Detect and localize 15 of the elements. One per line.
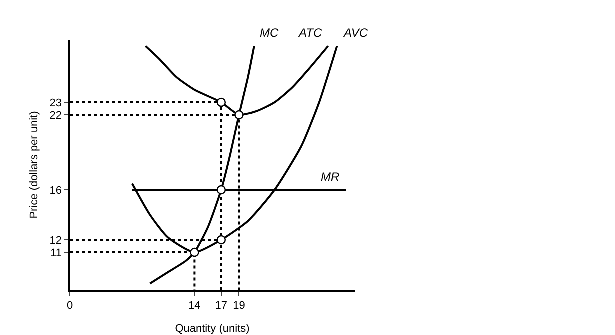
- y-tick-label: 22: [50, 110, 62, 122]
- x-tick-label: 0: [66, 300, 74, 312]
- y-tick-label: 11: [50, 247, 62, 260]
- series-label: ATC: [298, 26, 322, 40]
- x-tick-label: 14: [188, 300, 201, 312]
- series-label: MC: [260, 26, 279, 40]
- y-tick-label: 16: [50, 184, 62, 197]
- x-tick-label: 17: [215, 300, 228, 312]
- x-axis-title: Quantity (units): [175, 323, 250, 335]
- y-axis-title: Price (dollars per unit): [28, 111, 40, 219]
- series-label: AVC: [343, 26, 368, 40]
- y-tick-label: 23: [50, 97, 62, 110]
- series-label: MR: [321, 170, 340, 184]
- x-tick-label: 19: [233, 300, 246, 312]
- y-tick-label: 12: [50, 234, 62, 247]
